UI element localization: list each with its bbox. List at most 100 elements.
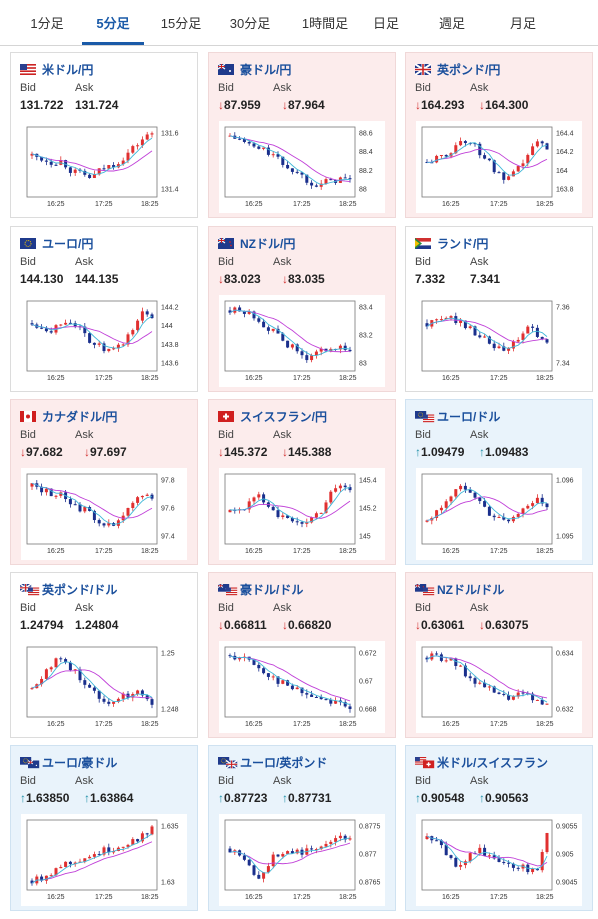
rate-card[interactable]: NZドル/円 Bid Ask ↓83.023 ↓83.035 83.4 83.2 83 16:2…: [208, 226, 396, 392]
chart-svg: 1.096 1.095 16:25 17:25 18:25: [421, 473, 574, 555]
rate-card[interactable]: 米ドル/スイスフラン Bid Ask ↑0.90548 ↑0.90563 0.9055 0.…: [405, 745, 593, 911]
pair-name[interactable]: スイスフラン/円: [240, 409, 327, 424]
candle-up: [478, 847, 482, 854]
pair-link[interactable]: 米ドル/スイスフラン: [415, 754, 548, 770]
rate-card[interactable]: 英ポンド/円 Bid Ask ↓164.293 ↓164.300 164.4 164.2 16…: [405, 52, 593, 218]
rate-card[interactable]: 英ポンド/ドル Bid Ask 1.24794 1.24804 1.25 1.248 16:2…: [10, 572, 198, 738]
mini-candlestick-chart[interactable]: 131.6 131.4 16:25 17:25 18:25: [21, 121, 187, 213]
pair-link[interactable]: ランド/円: [415, 235, 488, 251]
candle-up: [487, 686, 491, 688]
up-arrow-icon: ↑: [415, 445, 421, 459]
rate-card[interactable]: ユーロ/ドル Bid Ask ↑1.09479 ↑1.09483 1.096 1.095 16…: [405, 399, 593, 565]
pair-link[interactable]: NZドル/円: [218, 235, 295, 251]
candle-down: [300, 351, 304, 356]
x-tick-label: 16:25: [442, 375, 460, 382]
pair-link[interactable]: カナダドル/円: [20, 408, 117, 424]
pair-name[interactable]: 豪ドル/円: [240, 62, 292, 77]
pair-name[interactable]: ユーロ/ドル: [437, 409, 501, 424]
eu-flag-icon: [20, 237, 36, 249]
candle-down: [444, 155, 448, 157]
rate-card[interactable]: NZドル/ドル Bid Ask ↓0.63061 ↓0.63075 0.634 0.632 1…: [405, 572, 593, 738]
mini-candlestick-chart[interactable]: 145.4 145.2 145 16:25 17:25 18:25: [219, 468, 385, 560]
candle-up: [511, 341, 515, 349]
candle-down: [257, 318, 261, 322]
pair-name[interactable]: ランド/円: [437, 236, 489, 251]
candle-down: [473, 326, 477, 336]
mini-candlestick-chart[interactable]: 144.2 144 143.8 143.6 16:25 17:25 18:25: [21, 295, 187, 387]
mini-candlestick-chart[interactable]: 83.4 83.2 83 16:25 17:25 18:25: [219, 295, 385, 387]
pair-link[interactable]: 英ポンド/円: [415, 61, 500, 77]
chart-svg: 0.9055 0.905 0.9045 16:25 17:25 18:25: [421, 819, 578, 901]
tab-2[interactable]: 15分足: [160, 16, 202, 31]
pair-name[interactable]: 英ポンド/ドル: [42, 582, 118, 597]
rate-card[interactable]: ランド/円 Bid Ask 7.332 7.341 7.36 7.34 16:25 17:25 1…: [405, 226, 593, 392]
pair-link[interactable]: ユーロ/豪ドル: [20, 754, 117, 770]
mini-candlestick-chart[interactable]: 88.6 88.4 88.2 88 16:25 17:25 18:25: [219, 121, 385, 213]
tab-3[interactable]: 30分足: [229, 16, 271, 31]
mini-candlestick-chart[interactable]: 164.4 164.2 164 163.8 16:25 17:25 18:25: [416, 121, 582, 213]
candle-up: [112, 348, 116, 350]
rate-card[interactable]: 豪ドル/円 Bid Ask ↓87.959 ↓87.964 88.6 88.4 88.2 88 1…: [208, 52, 396, 218]
mini-candlestick-chart[interactable]: 1.096 1.095 16:25 17:25 18:25: [416, 468, 582, 560]
pair-name[interactable]: ユーロ/豪ドル: [42, 755, 118, 770]
pair-name[interactable]: NZドル/ドル: [437, 582, 505, 597]
candle-down: [473, 492, 477, 498]
pair-name[interactable]: ユーロ/円: [42, 236, 94, 251]
pair-link[interactable]: ユーロ/円: [20, 235, 93, 251]
tab-5[interactable]: 日足: [372, 16, 399, 31]
rate-card[interactable]: ユーロ/豪ドル Bid Ask ↑1.63850 ↑1.63864 1.635 1.63 16…: [10, 745, 198, 911]
pair-link[interactable]: 英ポンド/ドル: [20, 581, 117, 597]
pair-link[interactable]: 米ドル/円: [20, 61, 93, 77]
pair-link[interactable]: ユーロ/ドル: [415, 408, 500, 424]
rate-card[interactable]: カナダドル/円 Bid Ask ↓97.682 ↓97.697 97.8 97.6 97.4 1…: [10, 399, 198, 565]
candle-down: [40, 876, 44, 881]
pair-link[interactable]: 豪ドル/ドル: [218, 581, 303, 597]
x-tick-label: 17:25: [490, 894, 508, 901]
pair-name[interactable]: 豪ドル/ドル: [240, 582, 304, 597]
candle-up: [449, 496, 453, 502]
candle-down: [92, 342, 96, 345]
pair-name[interactable]: 英ポンド/円: [437, 62, 501, 77]
candle-up: [92, 854, 96, 857]
tab-0[interactable]: 1分足: [30, 16, 64, 31]
mini-candlestick-chart[interactable]: 97.8 97.6 97.4 16:25 17:25 18:25: [21, 468, 187, 560]
pair-name[interactable]: 米ドル/スイスフラン: [437, 755, 548, 770]
pair-link[interactable]: NZドル/ドル: [415, 581, 504, 597]
mini-candlestick-chart[interactable]: 0.9055 0.905 0.9045 16:25 17:25 18:25: [416, 814, 582, 906]
mini-candlestick-chart[interactable]: 1.25 1.248 16:25 17:25 18:25: [21, 641, 187, 733]
chart-svg: 145.4 145.2 145 16:25 17:25 18:25: [224, 473, 377, 555]
bid-value: 131.722: [20, 98, 64, 112]
mini-candlestick-chart[interactable]: 0.634 0.632 16:25 17:25 18:25: [416, 641, 582, 733]
ma-short-line: [31, 315, 153, 349]
pair-link[interactable]: スイスフラン/円: [218, 408, 327, 424]
pair-link[interactable]: 豪ドル/円: [218, 61, 291, 77]
tab-1[interactable]: 5分足: [82, 0, 144, 45]
pair-link[interactable]: ユーロ/英ポンド: [218, 754, 327, 770]
pair-name[interactable]: NZドル/円: [240, 236, 296, 251]
mini-candlestick-chart[interactable]: 0.672 0.67 0.668 16:25 17:25 18:25: [219, 641, 385, 733]
tab-7[interactable]: 月足: [509, 16, 536, 31]
pair-name[interactable]: カナダドル/円: [42, 409, 118, 424]
candle-up: [252, 497, 256, 502]
candle-down: [145, 311, 149, 315]
candle-up: [295, 687, 299, 690]
rate-card[interactable]: 米ドル/円 Bid Ask 131.722 131.724 131.6 131.4 16:25…: [10, 52, 198, 218]
pair-name[interactable]: 米ドル/円: [42, 62, 94, 77]
ma-long-line: [31, 150, 153, 172]
pair-name[interactable]: ユーロ/英ポンド: [240, 755, 328, 770]
candle-up: [116, 164, 120, 168]
tab-4[interactable]: 1時間足: [301, 16, 349, 31]
rate-card[interactable]: ユーロ/円 Bid Ask 144.130 144.135 144.2 144 143.8 14…: [10, 226, 198, 392]
ask-label: Ask: [273, 82, 292, 94]
candle-up: [107, 165, 111, 169]
candle-down: [492, 343, 496, 349]
mini-candlestick-chart[interactable]: 1.635 1.63 16:25 17:25 18:25: [21, 814, 187, 906]
mini-candlestick-chart[interactable]: 7.36 7.34 16:25 17:25 18:25: [416, 295, 582, 387]
tab-6[interactable]: 週足: [438, 16, 465, 31]
rate-card[interactable]: ユーロ/英ポンド Bid Ask ↑0.87723 ↑0.87731 0.8775 0.87…: [208, 745, 396, 911]
candle-down: [247, 859, 251, 866]
mini-candlestick-chart[interactable]: 0.8775 0.877 0.8765 16:25 17:25 18:25: [219, 814, 385, 906]
candle-down: [73, 504, 77, 506]
rate-card[interactable]: 豪ドル/ドル Bid Ask ↓0.66811 ↓0.66820 0.672 0.67 0.6…: [208, 572, 396, 738]
rate-card[interactable]: スイスフラン/円 Bid Ask ↓145.372 ↓145.388 145.4 145.2…: [208, 399, 396, 565]
